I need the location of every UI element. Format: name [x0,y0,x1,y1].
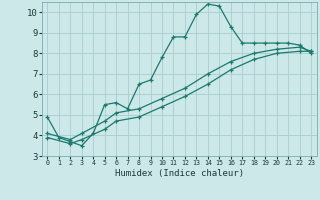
X-axis label: Humidex (Indice chaleur): Humidex (Indice chaleur) [115,169,244,178]
